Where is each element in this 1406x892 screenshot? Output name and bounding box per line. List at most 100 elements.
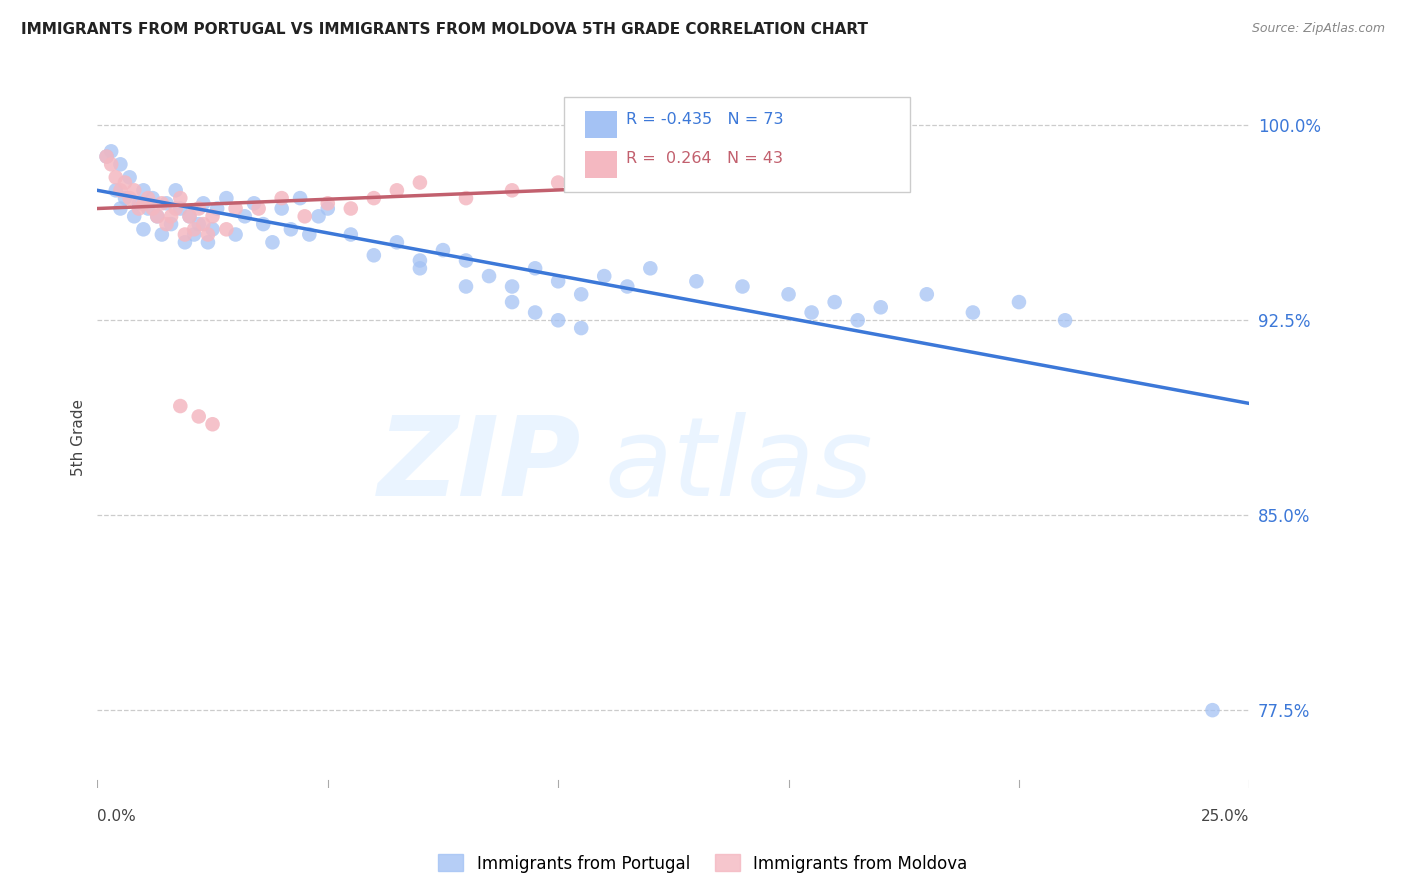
Point (454, 191, 477, 205)
Point (1053, 313, 1076, 327)
Y-axis label: 5th Grade: 5th Grade (72, 399, 86, 475)
Point (122, 210, 145, 224)
Point (247, 202, 270, 216)
Point (270, 202, 292, 216)
Point (262, 235, 284, 250)
Point (569, 321, 592, 335)
Point (385, 183, 408, 197)
Text: 0.0%: 0.0% (97, 809, 136, 824)
Point (409, 253, 432, 268)
Text: R =  0.264   N = 43: R = 0.264 N = 43 (626, 151, 783, 166)
Point (205, 202, 228, 216)
Point (197, 227, 219, 242)
Point (179, 210, 201, 224)
Point (225, 202, 247, 216)
Point (183, 227, 205, 242)
FancyBboxPatch shape (585, 151, 617, 178)
Point (524, 305, 547, 319)
Point (160, 210, 183, 224)
Point (288, 191, 311, 205)
Point (150, 196, 173, 211)
Point (174, 227, 197, 242)
Point (132, 196, 155, 211)
Point (252, 217, 274, 231)
Point (524, 261, 547, 276)
Point (150, 227, 173, 242)
Point (110, 157, 132, 171)
Point (915, 287, 938, 301)
Point (409, 261, 432, 276)
Point (187, 202, 209, 216)
Point (501, 279, 523, 293)
Point (846, 313, 869, 327)
Point (201, 222, 224, 236)
Point (298, 227, 321, 242)
Point (142, 191, 165, 205)
Text: Source: ZipAtlas.com: Source: ZipAtlas.com (1251, 22, 1385, 36)
Point (547, 274, 569, 288)
Point (547, 313, 569, 327)
FancyBboxPatch shape (564, 97, 910, 192)
Text: IMMIGRANTS FROM PORTUGAL VS IMMIGRANTS FROM MOLDOVA 5TH GRADE CORRELATION CHART: IMMIGRANTS FROM PORTUGAL VS IMMIGRANTS F… (21, 22, 868, 37)
Point (501, 295, 523, 310)
Point (593, 269, 616, 284)
Point (243, 196, 266, 211)
Point (1201, 703, 1223, 717)
Point (169, 191, 191, 205)
Point (104, 170, 127, 185)
Point (110, 183, 132, 197)
Point (193, 217, 215, 231)
Point (454, 279, 477, 293)
Point (174, 235, 197, 250)
Point (165, 202, 187, 216)
Text: atlas: atlas (605, 412, 873, 519)
Point (824, 295, 846, 310)
Point (187, 409, 209, 424)
Point (685, 157, 707, 171)
Point (128, 196, 150, 211)
Point (547, 176, 569, 190)
Point (432, 243, 454, 257)
Point (569, 287, 592, 301)
Point (197, 235, 219, 250)
Point (136, 202, 159, 216)
Point (132, 183, 155, 197)
Point (294, 210, 316, 224)
Point (100, 157, 122, 171)
Point (316, 196, 339, 211)
Point (363, 248, 385, 262)
Point (869, 300, 891, 314)
Point (1008, 295, 1031, 310)
Point (179, 210, 201, 224)
Point (339, 202, 361, 216)
Point (478, 269, 501, 284)
Text: R = -0.435   N = 73: R = -0.435 N = 73 (626, 112, 783, 127)
Point (363, 191, 385, 205)
Point (385, 235, 408, 250)
Text: 25.0%: 25.0% (1201, 809, 1250, 824)
Point (800, 305, 823, 319)
Point (962, 305, 984, 319)
Point (160, 217, 183, 231)
Point (100, 145, 122, 159)
Point (339, 227, 361, 242)
Point (215, 222, 238, 236)
Point (233, 210, 256, 224)
Point (225, 227, 247, 242)
Point (155, 217, 177, 231)
Point (165, 183, 187, 197)
Point (114, 176, 136, 190)
Point (731, 279, 754, 293)
Point (96, 149, 118, 163)
Point (169, 399, 191, 413)
Point (122, 183, 145, 197)
Point (501, 183, 523, 197)
Point (616, 279, 638, 293)
Point (146, 210, 169, 224)
Point (118, 191, 141, 205)
Point (169, 202, 191, 216)
Point (155, 196, 177, 211)
Point (201, 210, 224, 224)
Point (593, 170, 616, 185)
Point (308, 210, 330, 224)
